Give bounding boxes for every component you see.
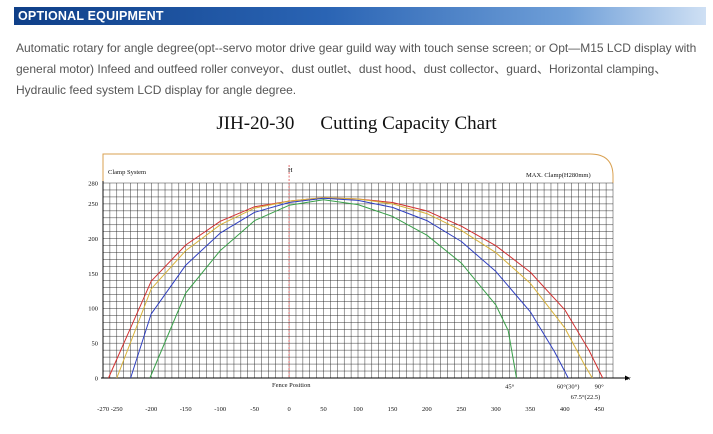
x-tick-label: 100 <box>353 406 363 413</box>
center-h-label: H <box>288 167 293 174</box>
x-tick-label: 0 <box>287 406 290 413</box>
chart-title-text: Cutting Capacity Chart <box>320 113 497 134</box>
angle-label: 60°(30°) <box>557 383 580 390</box>
capacity-curves <box>108 197 604 379</box>
x-tick-label: 200 <box>422 406 432 413</box>
w-axis-label: w <box>626 375 631 382</box>
chart-title: JIH-20-30 Cutting Capacity Chart <box>0 113 713 135</box>
x-tick-label: -150 <box>180 406 192 413</box>
x-tick-label: -270 -250 <box>97 406 122 413</box>
y-tick-label: 250 <box>88 201 98 208</box>
y-tick-label: 150 <box>88 271 98 278</box>
y-tick-label: 280 <box>88 180 98 187</box>
x-tick-label: 50 <box>320 406 327 413</box>
x-tick-label: -100 <box>214 406 226 413</box>
y-tick-label: 100 <box>88 306 98 313</box>
angle-label: 90° <box>595 383 605 390</box>
x-axis-arrow <box>625 375 630 381</box>
y-tick-labels: 0 50 100 150 200 250 280 <box>88 180 98 382</box>
chart-axes <box>101 181 630 381</box>
x-tick-label: 400 <box>560 406 570 413</box>
optional-equipment-description: Automatic rotary for angle degree(opt--s… <box>16 41 697 97</box>
capacity-curve <box>108 197 604 379</box>
angle-label: 67.5°(22.5) <box>571 394 601 401</box>
x-tick-label: -200 <box>145 406 157 413</box>
capacity-curve <box>116 197 593 379</box>
x-tick-label: -50 <box>250 406 259 413</box>
chart-title-model: JIH-20-30 <box>216 113 295 134</box>
section-header-title: OPTIONAL EQUIPMENT <box>18 9 164 23</box>
fence-position-label: Fence Position <box>272 382 311 389</box>
y-tick-label: 200 <box>88 236 98 243</box>
max-clamp-label: MAX. Clamp(H280mm) <box>526 172 591 179</box>
capacity-curve <box>149 199 517 379</box>
angle-label: 45° <box>505 383 515 390</box>
x-tick-label: 250 <box>457 406 467 413</box>
angle-labels: 45° 60°(30°) 90° 67.5°(22.5) <box>505 383 604 400</box>
x-tick-label: 150 <box>388 406 398 413</box>
x-tick-label: 300 <box>491 406 501 413</box>
section-header-optional-equipment: OPTIONAL EQUIPMENT <box>14 7 706 25</box>
y-tick-label: 50 <box>92 340 99 347</box>
x-tick-label: 350 <box>525 406 535 413</box>
capacity-curve <box>130 197 569 379</box>
y-tick-label: 0 <box>95 375 98 382</box>
chart-header-frame <box>102 153 614 183</box>
chart-grid <box>102 182 614 379</box>
clamp-system-label: Clamp System <box>108 169 146 176</box>
x-tick-label: 450 <box>594 406 604 413</box>
x-tick-labels: -270 -250 -200 -150 -100 -50 0 50 100 150 200 250 3… <box>97 406 604 413</box>
